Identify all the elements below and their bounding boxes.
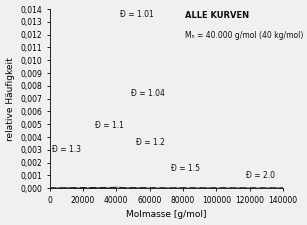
Text: Đ = 1.5: Đ = 1.5 <box>171 164 200 173</box>
Text: ALLE KURVEN: ALLE KURVEN <box>185 11 249 20</box>
Text: Đ = 2.0: Đ = 2.0 <box>246 171 275 180</box>
Text: Đ = 1.01: Đ = 1.01 <box>120 10 154 19</box>
Text: Mₙ = 40.000 g/mol (40 kg/mol): Mₙ = 40.000 g/mol (40 kg/mol) <box>185 31 303 40</box>
Text: Đ = 1.2: Đ = 1.2 <box>136 138 165 147</box>
Text: Đ = 1.1: Đ = 1.1 <box>95 121 123 130</box>
X-axis label: Molmasse [g/mol]: Molmasse [g/mol] <box>126 210 207 219</box>
Text: Đ = 1.04: Đ = 1.04 <box>131 89 165 98</box>
Y-axis label: relative Häufigkeit: relative Häufigkeit <box>6 57 14 141</box>
Text: Đ = 1.3: Đ = 1.3 <box>52 145 81 154</box>
